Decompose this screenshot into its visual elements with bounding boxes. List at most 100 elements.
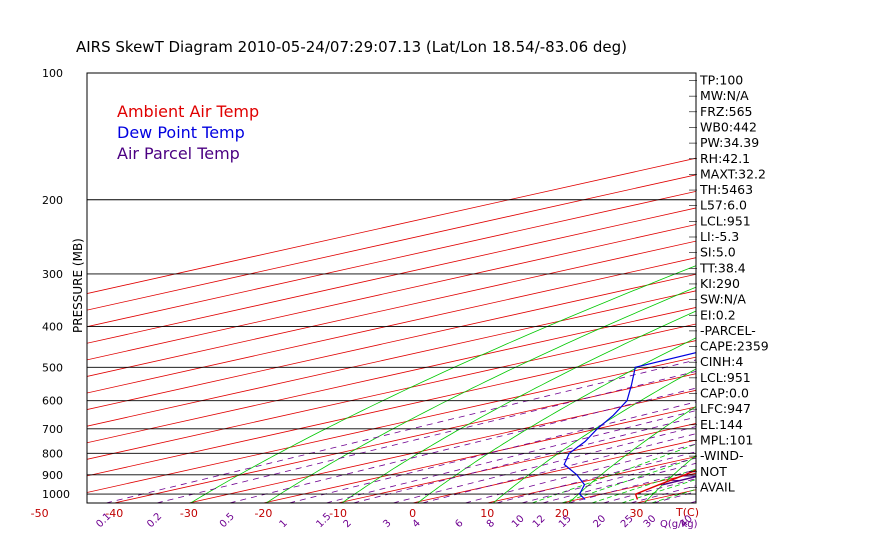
stability-index-item: LCL:951 (700, 370, 751, 385)
mixing-ratio-tick-label: 4 (411, 518, 423, 530)
plot-frame (86, 72, 697, 504)
series-dew-point-temp (563, 351, 696, 500)
isotherm-line (87, 157, 696, 294)
stability-index-item: MW:N/A (700, 88, 749, 103)
pressure-tick-label: 200 (42, 194, 63, 207)
pressure-tick-label: 800 (42, 447, 63, 460)
isotherm-line (263, 406, 696, 503)
bottom-temperature-tick-label: 20 (555, 507, 569, 520)
bottom-temperature-tick-label: -40 (105, 507, 123, 520)
isotherm-line (87, 273, 696, 410)
mixing-ratio-tick-label: 30 (642, 513, 659, 530)
mixing-ratio-tick-label: 8 (485, 518, 497, 530)
mixing-ratio-unit-label: Q(g/kg) (660, 519, 698, 530)
stability-index-item: TT:38.4 (699, 260, 746, 275)
mixing-ratio-line (353, 416, 696, 503)
mixing-ratio-line (521, 457, 696, 503)
isotherm-line (87, 356, 696, 493)
profile-series (563, 351, 696, 500)
stability-index-item: LCL:951 (700, 213, 751, 228)
isobar-lines (87, 73, 696, 495)
moist-adiabat-line (651, 488, 696, 503)
bottom-temperature-tick-label: 30 (629, 507, 643, 520)
bottom-temperature-tick-labels: -50 -40 -30 -20 -10 0 10 20 30 T(C) (31, 506, 699, 520)
mixing-ratio-line (465, 443, 696, 503)
isotherm-line (114, 373, 696, 503)
mixing-ratio-tick-label: 1 (278, 518, 290, 530)
y-axis-label: PRESSURE (MB) (71, 238, 85, 333)
series-air-parcel-temp (662, 475, 696, 486)
pressure-tick-label: 500 (42, 361, 63, 374)
isotherm-line (87, 257, 696, 394)
mixing-ratio-line (603, 478, 696, 503)
isotherm-line (87, 207, 696, 344)
stability-index-item: MPL:101 (700, 432, 753, 447)
mixing-ratio-tick-label: 6 (453, 518, 465, 530)
stability-index-item: SI:5.0 (700, 245, 736, 260)
pressure-tick-label: 300 (42, 268, 63, 281)
mixing-ratio-tick-label: 0.2 (145, 511, 164, 530)
stability-index-item: MAXT:32.2 (700, 166, 766, 181)
isotherm-line (87, 240, 696, 377)
dry-adiabat-line (568, 406, 696, 503)
stability-index-item: EI:0.2 (700, 307, 736, 322)
pressure-tick-label: 100 (42, 67, 63, 80)
isotherm-line (87, 190, 696, 328)
stability-index-item: LI:-5.3 (700, 229, 739, 244)
bottom-temperature-tick-label: 10 (480, 507, 494, 520)
mixing-ratio-line (289, 401, 696, 503)
pressure-tick-label: 700 (42, 423, 63, 436)
stability-index-item: FRZ:565 (700, 104, 753, 119)
stability-index-item: SW:N/A (700, 292, 746, 307)
isotherm-line (87, 340, 696, 477)
stability-index-item: CINH:4 (700, 354, 743, 369)
dry-adiabat-line (796, 73, 870, 503)
mixing-ratio-tick-label: 20 (592, 513, 609, 530)
stability-indices: TP:100MW:N/AFRZ:565WB0:442PW:34.39RH:42.… (689, 73, 769, 494)
pressure-tick-label: 600 (42, 395, 63, 408)
chart-title: AIRS SkewT Diagram 2010-05-24/07:29:07.1… (76, 38, 627, 56)
stability-index-item: KI:290 (700, 276, 740, 291)
isotherm-line (87, 224, 696, 361)
legend-entry: Ambient Air Temp (117, 102, 259, 121)
isotherm-lines (87, 157, 696, 503)
mixing-ratio-tick-label: 2 (342, 518, 354, 530)
stability-index-item: EL:144 (700, 417, 743, 432)
mixing-ratio-tick-label: 0.5 (218, 511, 237, 530)
bottom-temperature-tick-label: -30 (180, 507, 198, 520)
mixing-ratio-line (392, 426, 696, 503)
isotherm-line (412, 439, 696, 503)
mixing-ratio-line (496, 451, 696, 503)
isotherm-line (188, 389, 696, 503)
dry-adiabat-line (492, 368, 696, 503)
dry-adiabat-line (265, 286, 696, 503)
stability-index-item: L57:6.0 (700, 198, 747, 213)
stability-index-item: PW:34.39 (700, 135, 759, 150)
stability-index-item: RH:42.1 (700, 151, 750, 166)
pressure-tick-label: 400 (42, 321, 63, 334)
mixing-ratio-tick-label: 12 (531, 513, 548, 530)
legend: Ambient Air Temp Dew Point Temp Air Parcel… (117, 102, 259, 163)
mixing-ratio-line (568, 469, 696, 503)
mixing-ratio-line (542, 462, 696, 503)
pressure-tick-label: 1000 (42, 488, 70, 501)
dry-adiabat-lines (190, 73, 870, 503)
dry-adiabat-line (417, 337, 696, 503)
bottom-temperature-tick-label: 0 (409, 507, 416, 520)
mixing-ratio-tick-label: 3 (381, 518, 393, 530)
isotherm-line (87, 323, 696, 460)
isotherm-line (487, 456, 696, 503)
stability-index-item: AVAIL (700, 479, 735, 494)
stability-index-item: -WIND- (700, 448, 744, 463)
stability-index-item: NOT (700, 464, 727, 479)
mixing-ratio-tick-label: 10 (510, 513, 527, 530)
temperature-unit-label: T(C) (675, 506, 699, 519)
isotherm-line (337, 423, 696, 503)
legend-entry: Air Parcel Temp (117, 144, 240, 163)
bottom-temperature-tick-label: -10 (329, 507, 347, 520)
bottom-temperature-tick-label: -50 (31, 507, 49, 520)
stability-index-item: CAPE:2359 (700, 339, 769, 354)
pressure-tick-label: 900 (42, 469, 63, 482)
dry-adiabat-line (644, 454, 696, 503)
